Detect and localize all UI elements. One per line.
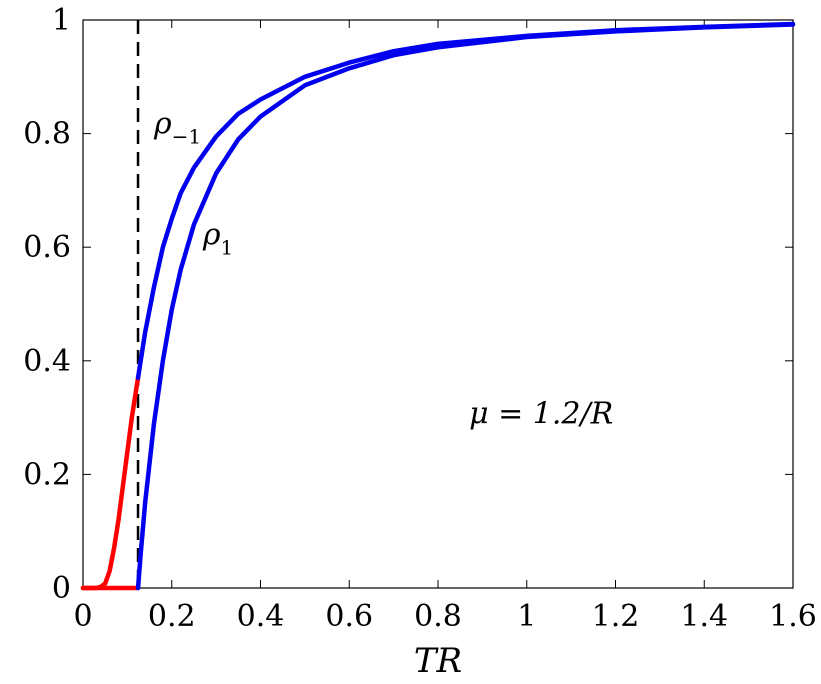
series-line-3 — [135, 22, 796, 591]
axis-ticks — [83, 20, 793, 588]
series-lines — [80, 21, 796, 591]
annotation-1: ρ1 — [202, 217, 233, 259]
x-tick-labels: 0 0.2 0.4 0.6 0.8 1 1.2 1.4 1.6 — [73, 599, 816, 634]
y-tick-label: 0.4 — [23, 344, 71, 379]
y-tick-label: 0.2 — [23, 457, 71, 492]
x-tick-label: 0.4 — [237, 599, 285, 634]
annotations: ρ−1 ρ1 μ = 1.2/R — [153, 107, 613, 432]
annotation-2: μ = 1.2/R — [469, 396, 613, 431]
y-tick-labels: 0 0.2 0.4 0.6 0.8 1 — [23, 3, 71, 606]
x-tick-label: 1.2 — [592, 599, 640, 634]
series-line-0 — [80, 375, 141, 591]
annotation-0: ρ−1 — [153, 107, 201, 149]
plot-frame — [82, 19, 794, 589]
x-tick-label: 1.4 — [680, 599, 728, 634]
x-tick-label: 0 — [73, 599, 92, 634]
x-tick-label: 0.8 — [414, 599, 462, 634]
x-tick-label: 1 — [517, 599, 536, 634]
y-tick-label: 0.6 — [23, 230, 71, 265]
x-tick-label: 1.6 — [769, 599, 817, 634]
x-axis-label: TR — [414, 641, 462, 681]
x-tick-label: 0.2 — [148, 599, 196, 634]
y-tick-label: 1 — [52, 3, 71, 38]
series-line-2 — [135, 21, 796, 381]
y-tick-label: 0 — [52, 571, 71, 606]
y-tick-label: 0.8 — [23, 117, 71, 152]
x-tick-label: 0.6 — [325, 599, 373, 634]
